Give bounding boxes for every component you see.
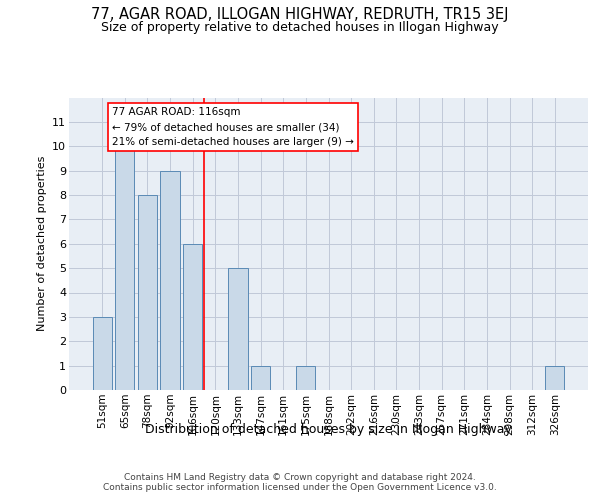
Text: 77, AGAR ROAD, ILLOGAN HIGHWAY, REDRUTH, TR15 3EJ: 77, AGAR ROAD, ILLOGAN HIGHWAY, REDRUTH,…	[91, 8, 509, 22]
Text: Contains public sector information licensed under the Open Government Licence v3: Contains public sector information licen…	[103, 482, 497, 492]
Text: Distribution of detached houses by size in Illogan Highway: Distribution of detached houses by size …	[145, 422, 512, 436]
Y-axis label: Number of detached properties: Number of detached properties	[37, 156, 47, 332]
Bar	[92, 317, 112, 390]
Text: Size of property relative to detached houses in Illogan Highway: Size of property relative to detached ho…	[101, 21, 499, 34]
Bar	[138, 195, 157, 390]
Text: Contains HM Land Registry data © Crown copyright and database right 2024.: Contains HM Land Registry data © Crown c…	[124, 472, 476, 482]
Bar	[229, 268, 248, 390]
Bar	[183, 244, 202, 390]
Bar	[545, 366, 565, 390]
Text: 77 AGAR ROAD: 116sqm
← 79% of detached houses are smaller (34)
21% of semi-detac: 77 AGAR ROAD: 116sqm ← 79% of detached h…	[112, 108, 354, 147]
Bar	[296, 366, 316, 390]
Bar	[115, 146, 134, 390]
Bar	[251, 366, 270, 390]
Bar	[160, 170, 180, 390]
